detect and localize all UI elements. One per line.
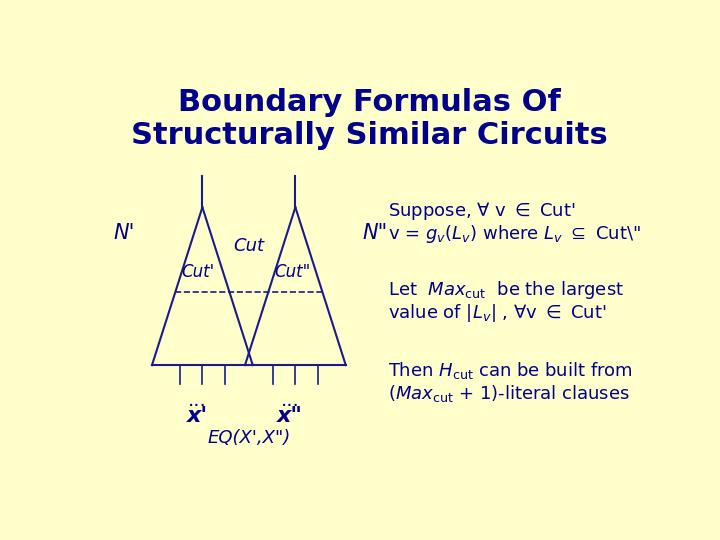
Text: value of $|L_v|$ , $\forall$v $\in$ Cut': value of $|L_v|$ , $\forall$v $\in$ Cut' bbox=[388, 302, 607, 324]
Text: Then $H_\mathrm{cut}$ can be built from: Then $H_\mathrm{cut}$ can be built from bbox=[388, 360, 633, 381]
Text: x': x' bbox=[186, 406, 208, 426]
Text: N': N' bbox=[114, 222, 135, 242]
Text: ($\mathit{Max}_\mathrm{cut}$ + 1)-literal clauses: ($\mathit{Max}_\mathrm{cut}$ + 1)-litera… bbox=[388, 383, 630, 404]
Text: Cut": Cut" bbox=[274, 263, 311, 281]
Text: Cut: Cut bbox=[233, 237, 264, 255]
Text: v = $g_v$($L_v$) where $L_v$ $\subseteq$ Cut\": v = $g_v$($L_v$) where $L_v$ $\subseteq$… bbox=[388, 222, 642, 245]
Text: Boundary Formulas Of
Structurally Similar Circuits: Boundary Formulas Of Structurally Simila… bbox=[130, 88, 608, 151]
Text: Cut': Cut' bbox=[181, 263, 215, 281]
Text: N": N" bbox=[363, 222, 388, 242]
Text: ...: ... bbox=[281, 390, 300, 409]
Text: Suppose, $\forall$ v $\in$ Cut': Suppose, $\forall$ v $\in$ Cut' bbox=[388, 200, 576, 221]
Text: Let  $\mathit{Max}_\mathrm{cut}$  be the largest: Let $\mathit{Max}_\mathrm{cut}$ be the l… bbox=[388, 279, 624, 301]
Text: EQ(X',X"): EQ(X',X") bbox=[207, 429, 290, 447]
Text: ...: ... bbox=[188, 390, 207, 409]
Text: x": x" bbox=[277, 406, 303, 426]
